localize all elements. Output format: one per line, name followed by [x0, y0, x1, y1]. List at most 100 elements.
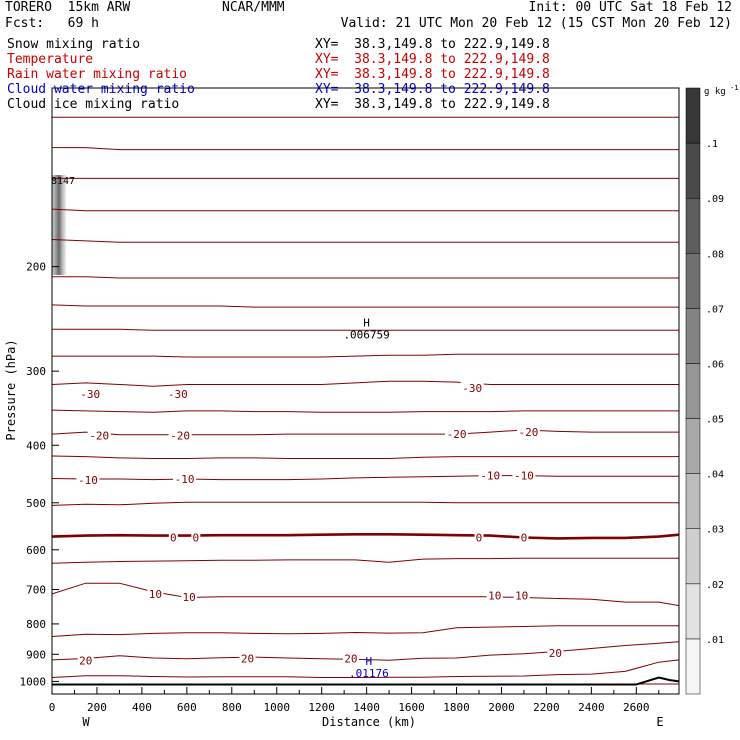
temp-label-bg: [166, 388, 190, 401]
x-tick-label: 1200: [308, 701, 335, 714]
field-name-cloud-water: Cloud water mixing ratio: [7, 82, 195, 97]
temp-label: 20: [241, 653, 254, 666]
temp-label-bg: [486, 589, 503, 602]
colorbar-tick-label: .06: [706, 359, 724, 370]
temp-label: -30: [80, 388, 100, 401]
y-tick-label: 900: [26, 648, 46, 661]
isotherm: [51, 557, 679, 564]
colorbar-unit-exponent: -1: [730, 84, 738, 92]
temperature-labels: -30 -30 -30 -20 -20 -20 -20 -10 -10 -10 -10 0 0 0 0 10 1…: [76, 381, 564, 667]
temp-label-bg: [513, 589, 530, 602]
temperature-isotherms: [51, 116, 680, 685]
x-tick-label: 1800: [443, 701, 470, 714]
isotherm: [51, 582, 680, 607]
colorbar-cell: [685, 87, 701, 144]
x-tick-label: 1600: [398, 701, 425, 714]
temp-label-bg: [478, 469, 502, 482]
colorbar-tick-label: .02: [706, 580, 724, 591]
field-name-temperature: Temperature: [7, 52, 94, 67]
field-name-cloud-ice: Cloud ice mixing ratio: [7, 97, 180, 112]
colorbar-cell: [685, 308, 701, 364]
colorbar-cell: [685, 253, 701, 309]
colorbar: .01 .02 .03 .04 .05 .06 .07 .08 .09 .1 g kg -1: [685, 84, 738, 695]
temp-label-bg: [168, 429, 192, 442]
y-axis: 200 300 400 500 600 700 800 900 1000: [20, 261, 59, 688]
temp-label: 20: [344, 653, 357, 666]
temp-label: -20: [518, 426, 538, 439]
isotherm: [51, 208, 679, 212]
field-xy-cloud-ice: XY= 38.3,149.8 to 222.9,149.8: [315, 97, 550, 112]
temp-label: 10: [515, 589, 528, 602]
isotherm: [51, 641, 680, 661]
temp-label-bg: [78, 388, 102, 401]
temp-label-bg: [168, 531, 178, 544]
temp-label: 10: [149, 588, 162, 601]
isotherm: [52, 147, 679, 151]
temp-label-bg: [547, 646, 564, 659]
x-tick-label: 1400: [353, 701, 380, 714]
isotherm: [51, 239, 679, 243]
isotherm: [52, 328, 679, 331]
colorbar-tick-label: .05: [706, 415, 724, 426]
colorbar-cell: [685, 142, 701, 199]
x-axis-label: Distance (km): [322, 715, 416, 729]
isotherm: [51, 625, 679, 637]
temp-label: 0: [170, 531, 177, 544]
temp-label: 10: [182, 591, 195, 604]
plot-frame: [51, 87, 680, 695]
colorbar-tick-label: .03: [706, 525, 724, 536]
isotherm: [51, 501, 679, 506]
isotherm: [51, 659, 680, 678]
colorbar-cell: [685, 363, 701, 419]
x-axis: 0 200 400 600 800 1000 1200 1400 1600 1800 2000 220…: [49, 687, 660, 714]
edge-value-label: 8147: [51, 176, 75, 187]
temp-label: 0: [193, 531, 200, 544]
temp-label-bg: [342, 652, 359, 665]
y-tick-label: 800: [26, 618, 46, 631]
colorbar-cell: [685, 528, 701, 585]
y-tick-label: 300: [26, 365, 46, 378]
field-xy-cloud-water: XY= 38.3,149.8 to 222.9,149.8: [315, 82, 550, 97]
x-tick-label: 2200: [533, 701, 560, 714]
x-tick-label: 600: [177, 701, 197, 714]
y-tick-label: 200: [26, 261, 46, 274]
temp-label-bg: [239, 652, 256, 665]
y-tick-label: 700: [26, 584, 46, 597]
colorbar-cell: [685, 583, 701, 640]
temp-label-bg: [191, 531, 201, 544]
temp-label: -20: [447, 428, 467, 441]
extremum-marker: H: [366, 655, 373, 668]
x-tick-label: 400: [132, 701, 152, 714]
temp-label: 20: [549, 647, 562, 660]
isotherm: [51, 475, 679, 481]
temp-label-bg: [460, 381, 484, 394]
organization: NCAR/MMM: [222, 0, 285, 15]
y-tick-label: 600: [26, 544, 46, 557]
temp-label: 0: [521, 531, 528, 544]
field-xy-snow: XY= 38.3,149.8 to 222.9,149.8: [315, 37, 550, 52]
isotherm: [51, 429, 679, 436]
temp-label: 0: [476, 531, 483, 544]
colorbar-tick-label: .01: [706, 635, 724, 646]
colorbar-tick-label: .08: [706, 249, 724, 260]
west-label: W: [82, 715, 90, 729]
valid-time: Valid: 21 UTC Mon 20 Feb 12 (15 CST Mon …: [340, 16, 732, 31]
y-axis-label: Pressure (hPa): [4, 339, 18, 440]
y-tick-label: 1000: [20, 675, 47, 688]
isotherm: [51, 380, 679, 387]
isotherm-zero: [51, 533, 680, 540]
init-time: Init: 00 UTC Sat 18 Feb 12: [528, 0, 733, 15]
temp-label: 20: [79, 654, 92, 667]
isotherm: [51, 409, 679, 413]
temp-label: -10: [78, 474, 98, 487]
temp-label-bg: [512, 469, 536, 482]
field-name-rain: Rain water mixing ratio: [7, 67, 188, 82]
isotherm: [51, 455, 679, 459]
temp-label-bg: [77, 654, 94, 667]
isotherm: [51, 304, 679, 308]
colorbar-tick-label: .07: [706, 304, 724, 315]
temp-label-bg: [474, 531, 484, 544]
temp-label: -30: [168, 388, 188, 401]
temp-label-bg: [147, 587, 164, 600]
